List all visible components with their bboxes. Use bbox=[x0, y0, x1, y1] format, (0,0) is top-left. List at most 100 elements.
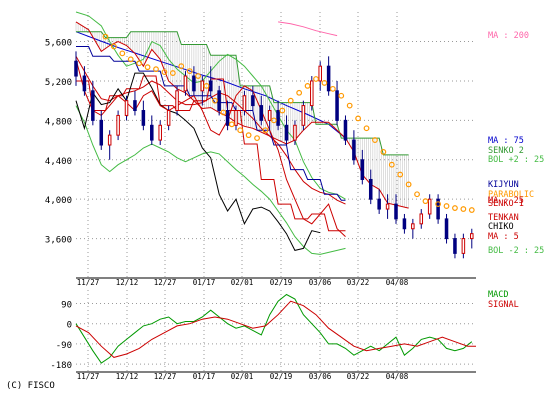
series-ma-25 bbox=[75, 56, 346, 205]
candle-body bbox=[259, 105, 264, 121]
x-tick-label: 02/01 bbox=[231, 278, 254, 287]
legend-senko-1: SENKO 1 bbox=[488, 199, 524, 209]
legend-ma-75: MA : 75 bbox=[488, 136, 524, 146]
parabolic-point bbox=[287, 97, 294, 104]
parabolic-point bbox=[296, 89, 303, 96]
legend-bol-2-25: BOL -2 : 25 bbox=[488, 246, 544, 256]
parabolic-point bbox=[169, 70, 176, 76]
parabolic-point bbox=[435, 201, 442, 208]
x-tick-label: 01/17 bbox=[193, 372, 216, 381]
legend-ma-5: MA : 5 bbox=[488, 232, 519, 242]
y-tick-label: -180 bbox=[50, 361, 72, 371]
parabolic-point bbox=[237, 127, 244, 134]
candle-body bbox=[133, 100, 137, 112]
series-bol-2-25 bbox=[75, 105, 346, 255]
parabolic-point bbox=[321, 80, 328, 86]
parabolic-point bbox=[245, 132, 252, 139]
price-panel: 3,600 4,000 4,400 4,800 5,200 5,600 11/27 12/1… bbox=[45, 11, 544, 287]
parabolic-point bbox=[388, 161, 395, 168]
legend-macd: MACD bbox=[488, 290, 508, 300]
legend-senko-2: SENKO 2 bbox=[488, 146, 524, 156]
y-tick-label: 4,400 bbox=[45, 157, 72, 167]
candle-body bbox=[461, 238, 466, 254]
x-tick-label: 12/12 bbox=[116, 372, 139, 381]
y-tick-label: 5,200 bbox=[45, 78, 72, 88]
candle-body bbox=[411, 223, 415, 230]
candle-body bbox=[301, 105, 306, 126]
candle-body bbox=[82, 75, 87, 92]
parabolic-point bbox=[102, 33, 109, 40]
candle-body bbox=[124, 100, 129, 116]
candle-body bbox=[402, 218, 407, 230]
parabolic-point bbox=[279, 107, 286, 114]
candle-body bbox=[427, 198, 432, 215]
price-x-axis: 11/27 12/12 12/27 01/17 02/01 02/19 03/06 03/22… bbox=[77, 278, 409, 287]
x-tick-label: 11/27 bbox=[77, 278, 100, 287]
parabolic-point bbox=[329, 85, 336, 92]
parabolic-point bbox=[110, 43, 117, 50]
parabolic-point bbox=[127, 56, 134, 63]
price-series bbox=[75, 11, 409, 255]
parabolic-point bbox=[270, 117, 277, 124]
candle-body bbox=[453, 238, 457, 254]
candle-body bbox=[377, 198, 381, 210]
x-tick-label: 01/17 bbox=[193, 278, 216, 287]
parabolic-point bbox=[304, 82, 311, 89]
y-tick-label: 4,800 bbox=[45, 117, 72, 127]
y-tick-label: 90 bbox=[61, 300, 72, 310]
parabolic-point bbox=[144, 64, 151, 71]
x-tick-label: 03/22 bbox=[347, 278, 370, 287]
parabolic-point bbox=[372, 137, 378, 143]
macd-x-axis: 11/27 12/12 12/27 01/17 02/01 02/19 03/06 03/22… bbox=[77, 372, 409, 381]
candle-body bbox=[310, 80, 314, 107]
candle-body bbox=[99, 119, 104, 146]
price-candles bbox=[74, 51, 474, 259]
candle-body bbox=[419, 213, 424, 225]
parabolic-point bbox=[220, 109, 227, 116]
parabolic-point bbox=[254, 135, 260, 142]
candle-body bbox=[284, 124, 289, 141]
candle-body bbox=[470, 233, 474, 240]
parabolic-point bbox=[460, 206, 467, 212]
series-senko-2 bbox=[76, 31, 409, 156]
candle-body bbox=[217, 90, 221, 112]
y-tick-label: 0 bbox=[67, 321, 72, 331]
legend-ma-200: MA : 200 bbox=[488, 31, 529, 41]
candle-body bbox=[251, 95, 255, 107]
y-tick-label: -90 bbox=[56, 341, 72, 351]
candle-body bbox=[394, 203, 398, 220]
candle-body bbox=[91, 90, 95, 121]
parabolic-point bbox=[161, 69, 168, 75]
x-tick-label: 04/08 bbox=[386, 372, 409, 381]
candle-body bbox=[326, 65, 331, 92]
parabolic-point bbox=[153, 66, 159, 73]
candle-body bbox=[368, 178, 373, 200]
parabolic-point bbox=[119, 50, 126, 57]
parabolic-point bbox=[443, 203, 450, 209]
candle-body bbox=[242, 95, 247, 112]
parabolic-point bbox=[186, 68, 193, 75]
parabolic-point bbox=[380, 148, 387, 155]
x-tick-label: 03/06 bbox=[309, 278, 332, 287]
legend-kijyun: KIJYUN bbox=[488, 180, 519, 190]
x-tick-label: 12/27 bbox=[154, 278, 177, 287]
legend-tenkan: TENKAN bbox=[488, 213, 519, 223]
candle-body bbox=[444, 218, 449, 240]
parabolic-point bbox=[195, 73, 202, 79]
legend-signal: SIGNAL bbox=[488, 300, 519, 310]
x-tick-label: 12/27 bbox=[154, 372, 177, 381]
candle-body bbox=[107, 134, 112, 146]
parabolic-point bbox=[346, 102, 353, 109]
macd-series bbox=[75, 293, 476, 364]
candle-body bbox=[385, 203, 390, 210]
candle-body bbox=[335, 90, 339, 121]
parabolic-point bbox=[203, 82, 210, 89]
series-signal bbox=[75, 300, 476, 358]
candle-body bbox=[192, 75, 196, 92]
parabolic-sar bbox=[102, 33, 475, 213]
candle-body bbox=[208, 80, 213, 92]
x-tick-label: 03/22 bbox=[347, 372, 370, 381]
